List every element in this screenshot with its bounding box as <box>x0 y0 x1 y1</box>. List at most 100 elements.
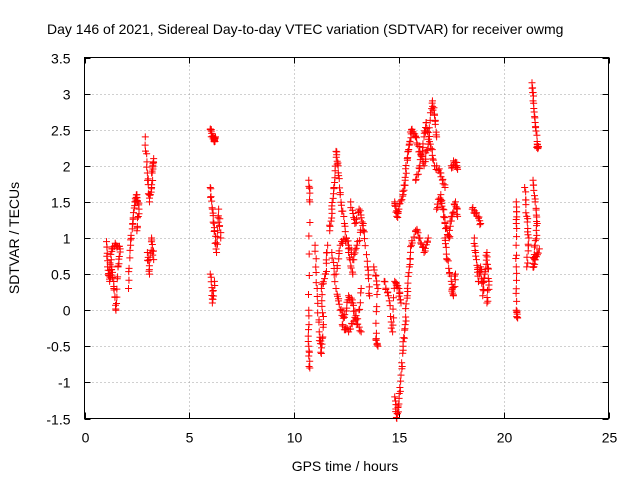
data-point <box>331 174 339 182</box>
data-point <box>211 135 219 143</box>
data-point <box>523 253 531 261</box>
data-point <box>390 314 398 322</box>
data-point <box>357 328 365 336</box>
data-point <box>318 340 326 348</box>
data-point <box>351 246 359 254</box>
data-point <box>213 240 221 248</box>
data-point <box>413 141 421 149</box>
data-point <box>149 162 157 170</box>
data-point <box>150 256 158 264</box>
data-point <box>315 318 323 326</box>
data-point <box>352 315 360 323</box>
data-point <box>530 192 538 200</box>
data-point <box>372 271 380 279</box>
data-point <box>129 209 137 217</box>
data-point <box>393 212 401 220</box>
data-point <box>402 169 410 177</box>
data-point <box>483 299 491 307</box>
data-point <box>337 201 345 209</box>
chart-title: Day 146 of 2021, Sidereal Day-to-day VTE… <box>47 21 563 37</box>
data-point <box>395 285 403 293</box>
data-point <box>532 226 540 234</box>
data-point <box>384 288 392 296</box>
data-point <box>319 309 327 317</box>
data-point <box>316 340 324 348</box>
data-point <box>404 272 412 280</box>
data-point <box>335 172 343 180</box>
data-point <box>407 243 415 251</box>
data-point <box>446 233 454 241</box>
data-point <box>335 300 343 308</box>
data-point <box>402 313 410 321</box>
data-point <box>396 387 404 395</box>
data-point <box>103 252 111 260</box>
data-point <box>305 312 313 320</box>
data-point <box>420 248 428 256</box>
data-point <box>426 140 434 148</box>
data-point <box>391 201 399 209</box>
data-point <box>522 209 530 217</box>
data-point <box>523 263 531 271</box>
data-point <box>530 243 538 251</box>
y-tick-label: -0.5 <box>46 339 70 355</box>
data-point <box>440 206 448 214</box>
data-point <box>107 250 115 258</box>
data-point <box>333 151 341 159</box>
data-point <box>339 207 347 215</box>
data-point <box>482 251 490 259</box>
y-axis-label: SDTVAR / TECUs <box>6 182 22 294</box>
data-point <box>356 237 364 245</box>
data-point <box>442 243 450 251</box>
data-point <box>336 184 344 192</box>
data-point <box>340 213 348 221</box>
data-point <box>337 305 345 313</box>
data-point <box>143 248 151 256</box>
y-tick-label: 3 <box>63 87 71 103</box>
data-point <box>396 289 404 297</box>
data-point <box>387 313 395 321</box>
data-point <box>441 183 449 191</box>
data-point <box>318 344 326 352</box>
data-point <box>113 285 121 293</box>
data-point <box>373 291 381 299</box>
data-point <box>149 158 157 166</box>
data-point <box>148 181 156 189</box>
data-point <box>384 292 392 300</box>
data-point <box>148 169 156 177</box>
data-point <box>306 364 314 372</box>
x-tick-label: 20 <box>497 430 513 446</box>
data-point <box>389 321 397 329</box>
data-point <box>398 196 406 204</box>
data-point <box>144 257 152 265</box>
data-point <box>398 363 406 371</box>
data-point <box>483 253 491 261</box>
data-point <box>484 265 492 273</box>
data-point <box>305 250 313 258</box>
data-point <box>347 325 355 333</box>
data-point <box>305 176 313 184</box>
data-point <box>401 321 409 329</box>
data-point <box>449 291 457 299</box>
x-tick-label: 25 <box>602 430 618 446</box>
data-point <box>349 209 357 217</box>
data-point <box>148 240 156 248</box>
data-point <box>357 285 365 293</box>
data-point <box>351 313 359 321</box>
data-point <box>354 320 362 328</box>
data-point <box>354 237 362 245</box>
data-point <box>207 193 215 201</box>
data-point <box>315 328 323 336</box>
data-point <box>305 291 313 299</box>
data-point <box>524 247 532 255</box>
data-point <box>512 255 520 263</box>
data-point <box>393 409 401 417</box>
data-point <box>125 264 133 272</box>
data-point <box>512 289 520 297</box>
data-points <box>103 79 543 422</box>
data-point <box>208 205 216 213</box>
data-point <box>421 244 429 252</box>
data-point <box>484 286 492 294</box>
data-point <box>349 301 357 309</box>
data-point <box>332 285 340 293</box>
data-point <box>366 292 374 300</box>
